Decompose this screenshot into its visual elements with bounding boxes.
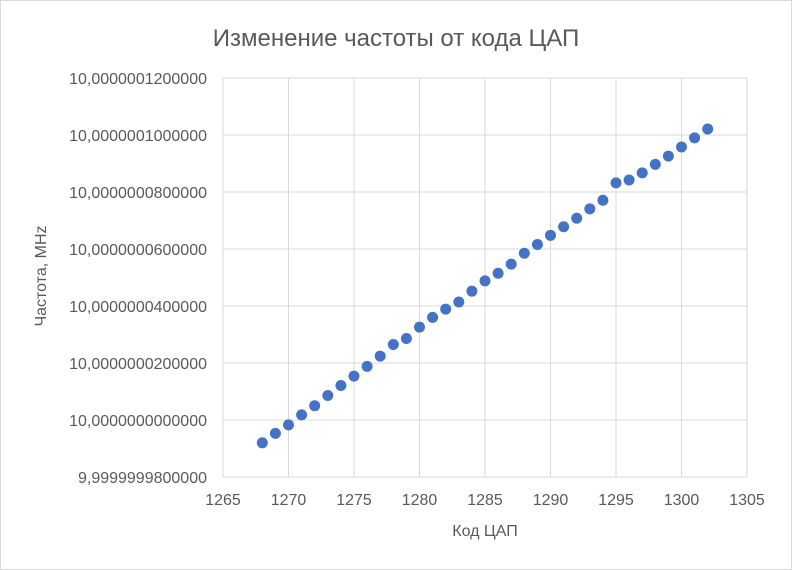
x-tick-label: 1280 — [402, 492, 438, 509]
data-point — [531, 238, 543, 250]
chart-title: Изменение частоты от кода ЦАП — [213, 25, 580, 52]
data-point — [400, 332, 412, 344]
y-tick-label: 10,0000001200000 — [69, 71, 207, 88]
data-point — [545, 229, 556, 241]
x-axis-label: Код ЦАП — [452, 523, 517, 540]
y-tick-label: 10,0000000400000 — [69, 299, 207, 316]
data-point — [322, 389, 334, 401]
x-tick-label: 1275 — [336, 492, 372, 509]
y-tick-label: 10,0000000200000 — [69, 356, 207, 373]
data-point — [558, 221, 570, 233]
y-tick-labels: 9,9999999800000 10,0000000000000 10,000000… — [69, 71, 207, 487]
x-tick-labels: 1265 1270 1275 1280 1285 1290 1295 1300 1305 — [205, 492, 765, 509]
data-point — [649, 158, 661, 170]
data-point — [610, 177, 622, 189]
data-point — [296, 409, 308, 421]
data-point — [689, 132, 701, 144]
y-tick-label: 10,0000000800000 — [69, 185, 207, 202]
data-point — [414, 321, 425, 333]
x-tick-label: 1265 — [205, 492, 241, 509]
data-point — [348, 370, 360, 382]
data-point — [427, 311, 439, 323]
y-tick-label: 10,0000000000000 — [69, 413, 207, 430]
data-point — [256, 437, 268, 449]
data-point — [505, 258, 517, 270]
y-tick-label: 9,9999999800000 — [78, 470, 207, 487]
data-point — [374, 350, 386, 362]
y-tick-label: 10,0000001000000 — [69, 128, 207, 145]
data-point — [387, 338, 399, 350]
x-tick-label: 1270 — [271, 492, 307, 509]
x-tick-label: 1290 — [533, 492, 569, 509]
x-tick-label: 1300 — [664, 492, 700, 509]
data-point — [440, 303, 452, 315]
data-point — [335, 380, 347, 392]
data-points — [256, 123, 714, 449]
horizontal-gridlines — [223, 77, 747, 478]
data-point — [702, 123, 714, 135]
data-point — [283, 419, 294, 431]
data-point — [571, 212, 583, 224]
x-tick-label: 1285 — [467, 492, 503, 509]
data-point — [492, 267, 504, 279]
y-tick-label: 10,0000000600000 — [69, 242, 207, 259]
data-point — [479, 275, 491, 287]
data-point — [518, 247, 530, 259]
data-point — [466, 285, 478, 297]
vertical-gridlines — [222, 78, 748, 477]
data-point — [361, 360, 373, 372]
x-tick-label: 1305 — [729, 492, 765, 509]
data-point — [676, 141, 687, 153]
y-axis-label: Частота, MHz — [33, 225, 50, 326]
data-point — [584, 203, 596, 215]
data-point — [623, 174, 635, 186]
data-point — [662, 150, 674, 162]
data-point — [269, 427, 281, 439]
x-tick-label: 1295 — [598, 492, 634, 509]
data-point — [453, 296, 465, 308]
data-point — [309, 400, 321, 412]
data-point — [636, 167, 648, 179]
data-point — [597, 194, 609, 206]
